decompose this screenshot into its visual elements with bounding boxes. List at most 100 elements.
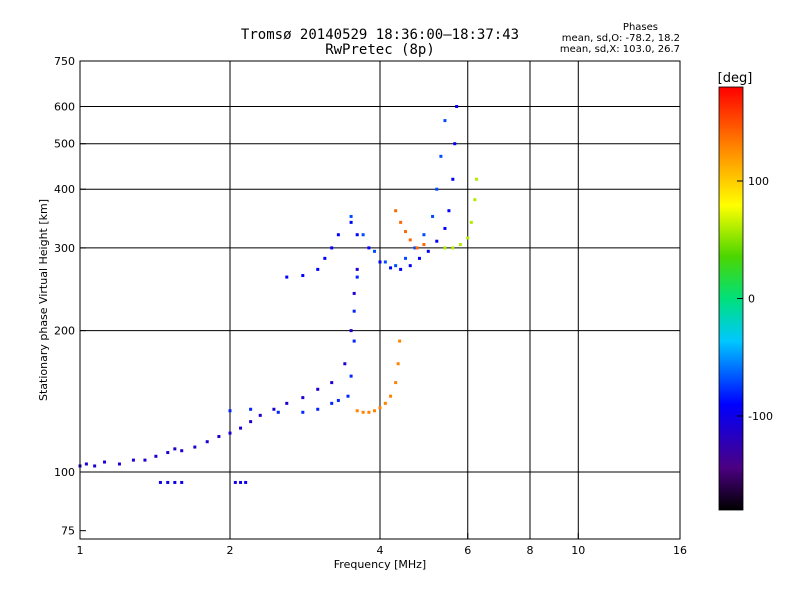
phase-stats-x: mean, sd,X: 103.0, 26.7 (559, 44, 680, 55)
data-point (249, 407, 253, 411)
y-tick-label: 300 (54, 242, 75, 255)
data-point (239, 480, 243, 484)
data-point (399, 220, 403, 224)
data-point (455, 105, 459, 109)
data-point (443, 246, 447, 250)
data-point (451, 246, 455, 250)
y-tick-label: 400 (54, 183, 75, 196)
data-point (323, 256, 327, 260)
y-tick-label: 100 (54, 466, 75, 479)
data-point (367, 410, 371, 414)
data-point (131, 458, 135, 462)
data-point (93, 464, 97, 468)
data-point (403, 256, 407, 260)
data-point (439, 154, 443, 158)
data-point (394, 209, 398, 213)
y-axis-label: Stationary phase Virtual Height [km] (37, 199, 50, 401)
data-point (143, 458, 147, 462)
data-point (443, 226, 447, 230)
colorbar-tick-label: 0 (748, 293, 755, 306)
data-point (349, 214, 353, 218)
data-point (399, 267, 403, 271)
data-point (285, 401, 289, 405)
data-point (367, 246, 371, 250)
data-point (330, 401, 334, 405)
data-point (336, 398, 340, 402)
data-point (180, 449, 184, 453)
data-point (394, 264, 398, 268)
data-point (343, 362, 347, 366)
x-axis-label: Frequency [MHz] (334, 558, 426, 571)
data-point (422, 233, 426, 237)
data-point (473, 198, 477, 202)
data-point (205, 440, 209, 444)
data-point (301, 274, 305, 278)
phase-stats-heading: Phases (622, 22, 658, 33)
data-point (285, 275, 289, 279)
data-point (408, 264, 412, 268)
chart-title: Tromsø 20140529 18:36:00–18:37:43 (240, 27, 520, 43)
x-tick-label: 2 (227, 544, 234, 557)
data-point (228, 431, 232, 435)
data-point (453, 142, 457, 146)
data-point (443, 119, 447, 123)
colorbar-tick-label: -100 (748, 410, 773, 423)
colorbar-tick-label: 100 (748, 175, 769, 188)
data-point (84, 462, 88, 466)
data-point (349, 220, 353, 224)
data-point (389, 394, 393, 398)
data-point (180, 480, 184, 484)
data-point (217, 435, 221, 439)
data-point (346, 394, 350, 398)
data-point (422, 243, 426, 247)
data-point (103, 460, 107, 464)
data-point (413, 246, 417, 250)
data-point (352, 309, 356, 313)
data-point (228, 409, 232, 413)
x-tick-label: 4 (377, 544, 384, 557)
data-point (330, 246, 334, 250)
axis-ticks: 1 2 4 6 8 10 16 75 100 200 300 400 500 600 750 (54, 55, 687, 557)
data-point (396, 362, 400, 366)
y-tick-label: 500 (54, 138, 75, 151)
data-point (349, 329, 353, 333)
data-point (435, 187, 439, 191)
grid-lines (80, 61, 680, 539)
chart-subtitle: RwPretec (8p) (325, 42, 435, 58)
data-point (316, 407, 320, 411)
data-point (173, 447, 177, 451)
data-point (258, 413, 262, 417)
data-point (193, 445, 197, 449)
data-point (173, 480, 177, 484)
data-point (378, 260, 382, 264)
data-point (435, 239, 439, 243)
data-point (458, 243, 462, 247)
data-point (316, 387, 320, 391)
data-point (373, 249, 377, 253)
data-point (451, 177, 455, 181)
x-tick-label: 6 (464, 544, 471, 557)
data-point (355, 267, 359, 271)
x-tick-label: 10 (571, 544, 585, 557)
data-point (383, 260, 387, 264)
x-tick-label: 8 (527, 544, 534, 557)
data-point (154, 454, 158, 458)
data-point (355, 275, 359, 279)
data-point (403, 230, 407, 234)
data-point (249, 420, 253, 424)
data-point (361, 233, 365, 237)
data-point (233, 480, 237, 484)
y-tick-label: 600 (54, 101, 75, 114)
data-point (352, 339, 356, 343)
data-point (301, 396, 305, 400)
data-point (389, 266, 393, 270)
data-point (276, 410, 280, 414)
data-point (316, 267, 320, 271)
data-point (355, 409, 359, 413)
data-point (431, 214, 435, 218)
colorbar-label: [deg] (718, 71, 753, 86)
data-point (158, 480, 162, 484)
data-point (383, 401, 387, 405)
